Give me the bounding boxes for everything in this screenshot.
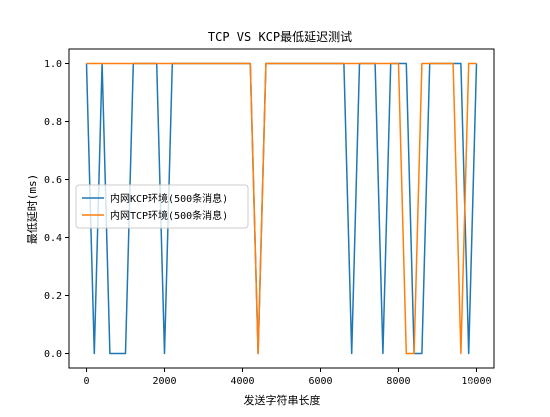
legend-frame xyxy=(75,184,249,229)
y-tick-label: 0.4 xyxy=(44,233,62,244)
watermark-text: 知乎 @alva xyxy=(452,379,519,393)
x-axis-title: 发送字符串长度 xyxy=(244,393,321,407)
x-tick-label: 4000 xyxy=(230,376,254,387)
series-layer xyxy=(85,62,478,355)
y-tick-label: 1.0 xyxy=(44,59,62,70)
tick-layer: 0 2000 4000 6000 8000 10000 0.0 0.2 0.4 0.6 0.8 1.0 xyxy=(44,59,492,387)
chart-title: TCP VS KCP最低延迟测试 xyxy=(208,29,352,44)
x-tick-label: 6000 xyxy=(308,376,332,387)
legend: 内网KCP环境(500条消息) 内网TCP环境(500条消息) xyxy=(75,184,249,229)
y-tick-label: 0.8 xyxy=(44,117,62,128)
x-tick-label: 0 xyxy=(84,376,90,387)
y-tick-label: 0.6 xyxy=(44,175,62,186)
legend-label-kcp: 内网KCP环境(500条消息) xyxy=(110,192,228,205)
y-axis-title: 最低延时(ms) xyxy=(26,174,39,245)
legend-label-tcp: 内网TCP环境(500条消息) xyxy=(110,209,228,222)
y-tick-label: 0.0 xyxy=(44,349,62,360)
y-tick-label: 0.2 xyxy=(44,291,62,302)
series-tcp-line xyxy=(86,62,477,355)
x-tick-label: 10000 xyxy=(461,376,491,387)
plot-frame xyxy=(68,48,495,369)
x-tick-label: 2000 xyxy=(152,376,176,387)
x-tick-label: 8000 xyxy=(386,376,410,387)
